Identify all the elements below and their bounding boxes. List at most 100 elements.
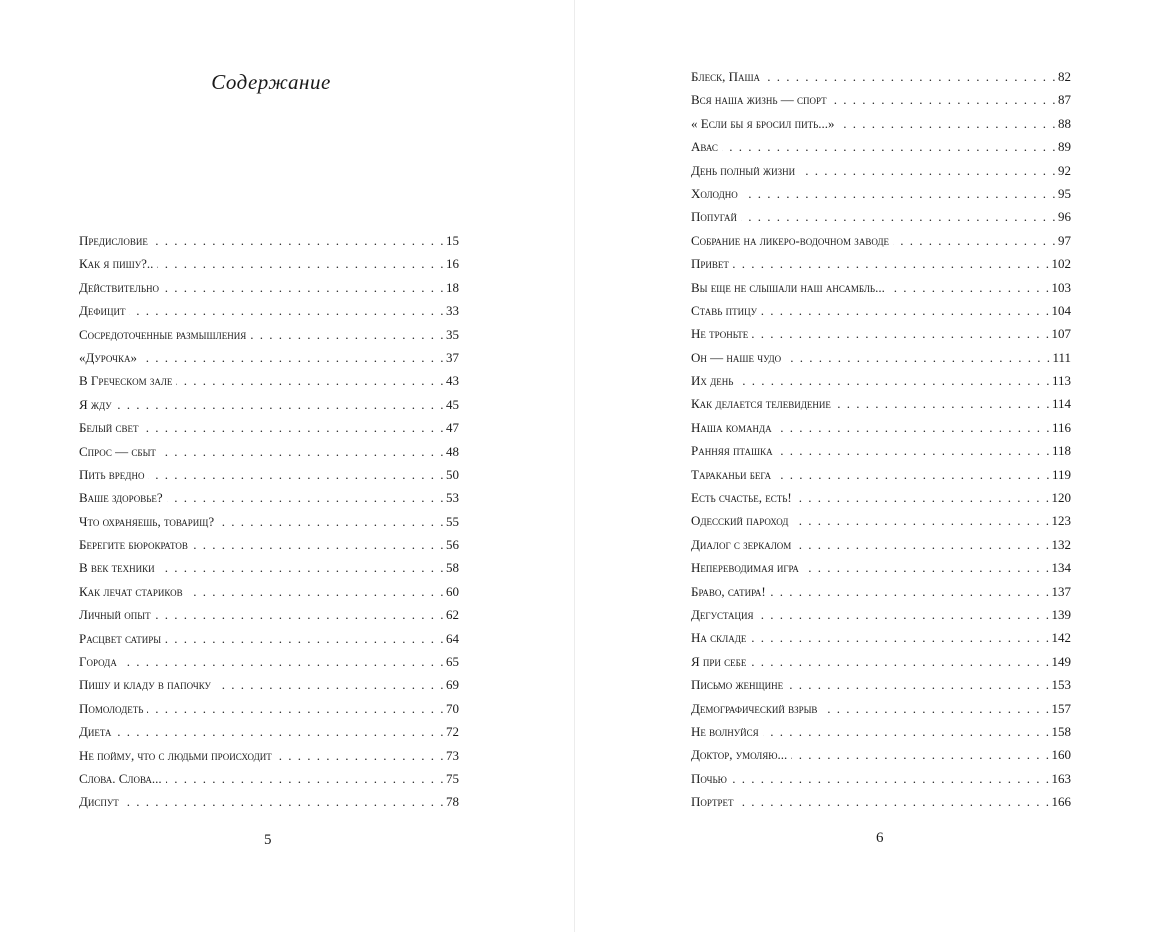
toc-entry-page: 134 — [1051, 560, 1072, 576]
dot-leader — [250, 327, 445, 343]
toc-entry: Не пойму, что с людьми происходит 73 — [79, 748, 459, 771]
toc-entry: Попугай 96 — [691, 209, 1071, 232]
dot-leader — [839, 116, 1057, 132]
toc-entry-title: Письмо женщине — [691, 677, 784, 693]
toc-entry: Доктор, умоляю... 160 — [691, 747, 1071, 770]
dot-leader — [803, 560, 1051, 576]
dot-leader — [750, 654, 1050, 670]
dot-leader — [787, 677, 1050, 693]
toc-entry-title: Диалог с зеркалом — [691, 536, 792, 552]
page-gutter-divider — [574, 0, 575, 932]
toc-entry: Помолодеть 70 — [79, 701, 459, 724]
toc-entry: Слова. Слова... 75 — [79, 771, 459, 794]
toc-entry-page: 153 — [1051, 677, 1072, 693]
toc-entry: Как лечат стариков 60 — [79, 584, 459, 607]
toc-entry-page: 103 — [1051, 279, 1072, 295]
toc-entry-page: 60 — [446, 583, 459, 599]
toc-entry: В век техники 58 — [79, 560, 459, 583]
toc-entry: Я при себе 149 — [691, 654, 1071, 677]
toc-entry-title: Ваше здоровье? — [79, 490, 163, 506]
toc-entry: Города 65 — [79, 654, 459, 677]
toc-entry: Диалог с зеркалом 132 — [691, 537, 1071, 560]
dot-leader — [733, 256, 1051, 272]
toc-entry: Ставь птицу 104 — [691, 303, 1071, 326]
toc-entry-page: 56 — [446, 537, 459, 553]
toc-entry: Предисловие 15 — [79, 233, 459, 256]
toc-entry: Ранняя пташка 118 — [691, 443, 1071, 466]
dot-leader — [163, 280, 445, 296]
dot-leader — [187, 584, 445, 600]
toc-entry-title: Вся наша жизнь — спорт — [691, 92, 827, 108]
toc-entry-title: «Дурочка» — [79, 349, 137, 365]
toc-entry-title: Что охраняешь, товарищ? — [79, 513, 215, 529]
toc-entry-page: 97 — [1058, 232, 1071, 248]
toc-entry: Как делается телевидение 114 — [691, 396, 1071, 419]
left-page: Содержание Предисловие 15 Как я пишу?.. 16 Д… — [0, 0, 574, 932]
toc-entry: Диспут 78 — [79, 794, 459, 817]
toc-entry: Спрос — сбыт 48 — [79, 444, 459, 467]
toc-entry-page: 88 — [1058, 115, 1071, 131]
toc-entry-page: 72 — [446, 724, 459, 740]
toc-entry-page: 65 — [446, 654, 459, 670]
toc-entry-title: Пить вредно — [79, 466, 145, 482]
toc-entry: Он — наше чудо 111 — [691, 350, 1071, 373]
toc-entry-page: 47 — [446, 420, 459, 436]
dot-leader — [799, 163, 1057, 179]
toc-entry-title: Расцвет сатиры — [79, 630, 162, 646]
toc-entry-title: Привет — [691, 256, 729, 272]
toc-entry-title: На складе — [691, 630, 747, 646]
toc-entry-page: 114 — [1051, 396, 1071, 412]
toc-entry-page: 120 — [1051, 490, 1072, 506]
toc-entry-title: День полный жизни — [691, 162, 796, 178]
toc-entry: Авас 89 — [691, 139, 1071, 162]
toc-entry: «Дурочка» 37 — [79, 350, 459, 373]
dot-leader — [176, 373, 445, 389]
toc-entry: Что охраняешь, товарищ? 55 — [79, 514, 459, 537]
toc-entry-title: Собрание на ликеро-водочном заводе — [691, 232, 890, 248]
toc-list-right: Блеск, Паша 82 Вся наша жизнь — спорт 87 « Е… — [691, 69, 1071, 818]
toc-entry: На складе 142 — [691, 630, 1071, 653]
toc-entry: Действительно 18 — [79, 280, 459, 303]
toc-entry: Ваше здоровье? 53 — [79, 490, 459, 513]
toc-entry-page: 43 — [446, 373, 459, 389]
toc-entry-page: 70 — [446, 700, 459, 716]
toc-entry-page: 55 — [446, 513, 459, 529]
toc-entry-page: 160 — [1051, 747, 1072, 763]
toc-entry-page: 69 — [446, 677, 459, 693]
toc-entry-title: Пишу и кладу в папочку — [79, 677, 211, 693]
toc-entry-page: 87 — [1058, 92, 1071, 108]
dot-leader — [218, 514, 445, 530]
toc-entry-title: Блеск, Паша — [691, 69, 761, 84]
toc-entry-page: 78 — [446, 794, 459, 810]
toc-entry-page: 48 — [446, 443, 459, 459]
dot-leader — [763, 724, 1051, 740]
dot-leader — [167, 490, 445, 506]
dot-leader — [121, 654, 445, 670]
toc-entry: Письмо женщине 153 — [691, 677, 1071, 700]
dot-leader — [129, 303, 445, 319]
toc-entry-page: 16 — [446, 256, 459, 272]
toc-entry: В Греческом зале 43 — [79, 373, 459, 396]
toc-entry-title: Дефицит — [79, 303, 126, 319]
toc-entry-title: Как я пишу?.. — [79, 256, 154, 272]
dot-leader — [738, 794, 1051, 810]
dot-leader — [276, 748, 445, 764]
toc-entry-page: 166 — [1051, 794, 1072, 810]
toc-entry-page: 142 — [1051, 630, 1072, 646]
toc-entry: « Если бы я бросил пить...» 88 — [691, 116, 1071, 139]
toc-entry-page: 75 — [446, 770, 459, 786]
toc-entry-page: 62 — [446, 607, 459, 623]
toc-entry-page: 119 — [1051, 466, 1071, 482]
dot-leader — [157, 256, 445, 272]
dot-leader — [831, 92, 1057, 108]
toc-entry-title: Не пойму, что с людьми происходит — [79, 747, 272, 763]
toc-entry-title: Слова. Слова... — [79, 770, 162, 786]
toc-entry: Я жду 45 — [79, 397, 459, 420]
toc-entry-title: Наша команда — [691, 419, 772, 435]
toc-entry-title: Их день — [691, 373, 734, 389]
dot-leader — [776, 420, 1051, 436]
toc-entry-title: Дегустация — [691, 606, 754, 622]
toc-entry-title: Спрос — сбыт — [79, 443, 156, 459]
toc-entry: Не волнуйся 158 — [691, 724, 1071, 747]
toc-entry: Расцвет сатиры 64 — [79, 631, 459, 654]
